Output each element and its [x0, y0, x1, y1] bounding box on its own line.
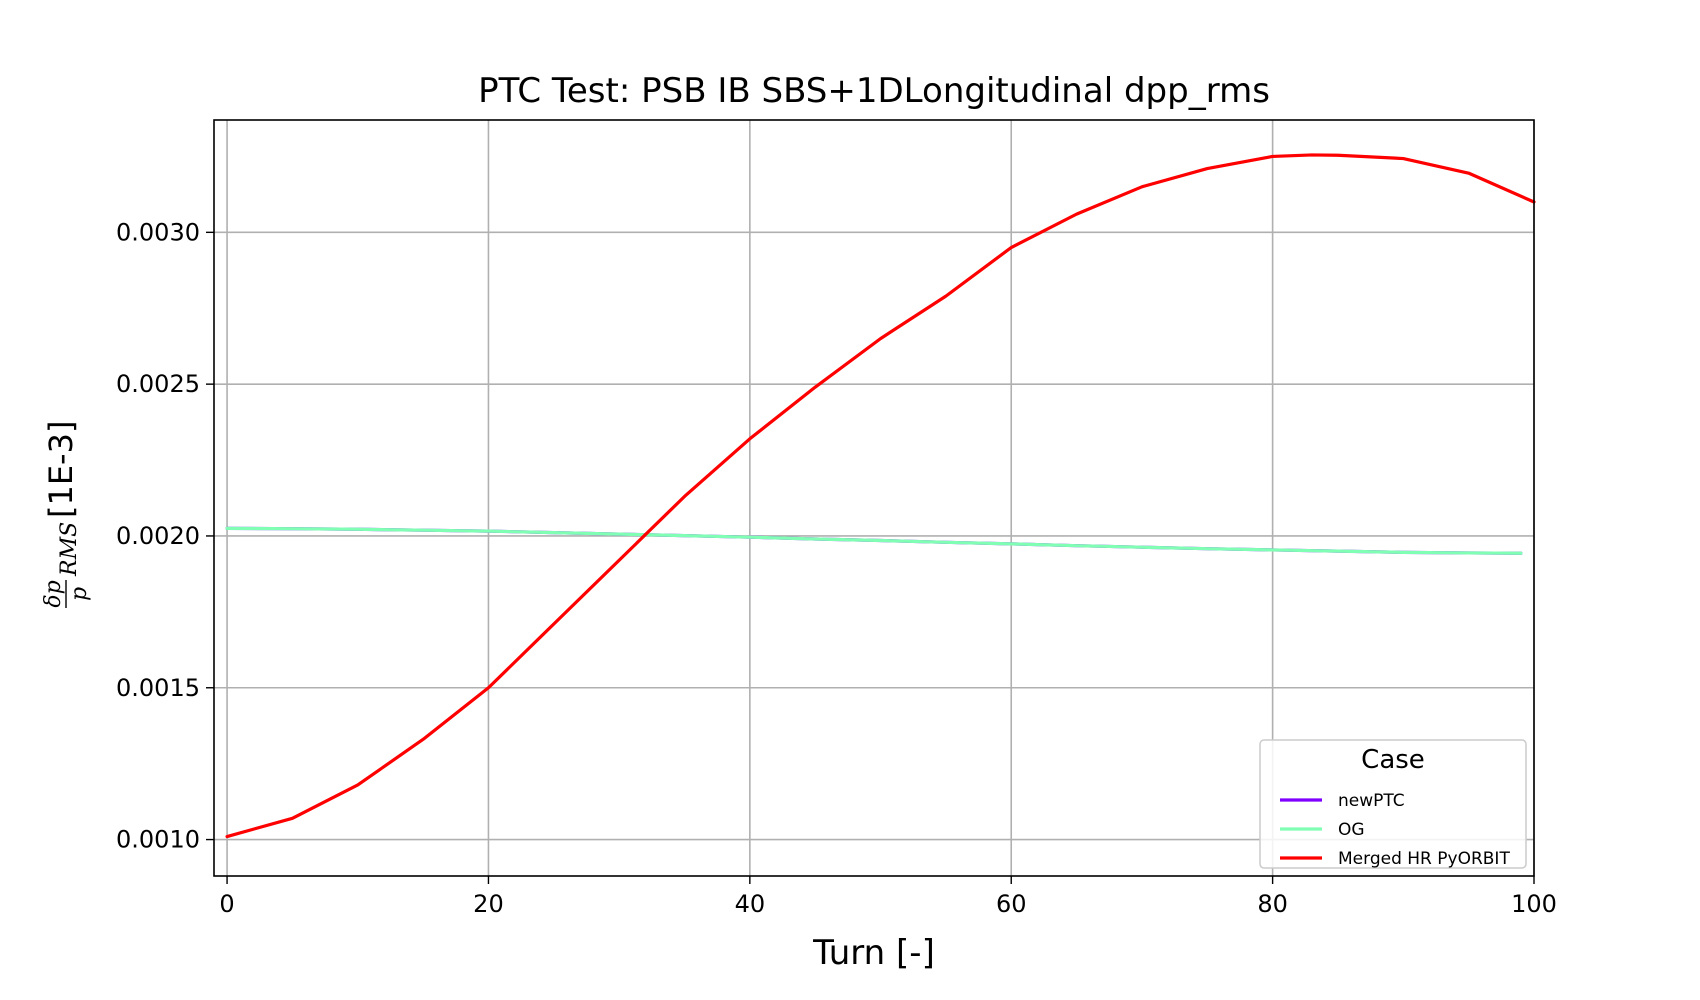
legend-label: OG — [1338, 820, 1365, 840]
y-axis-label-numerator: δp — [41, 580, 66, 607]
x-tick-label: 20 — [473, 890, 504, 918]
legend-box — [1259, 739, 1527, 869]
y-axis-label: δp p RMS [1E-3] — [41, 421, 92, 608]
x-tick-label: 100 — [1511, 890, 1557, 918]
legend-label: Merged HR PyORBIT — [1338, 849, 1510, 869]
x-tick-label: 80 — [1257, 890, 1288, 918]
series-layer — [225, 153, 1536, 839]
y-axis-label-unit: [1E-3] — [42, 421, 80, 518]
x-tick-label: 60 — [996, 890, 1027, 918]
y-axis-label-denominator: p — [67, 587, 92, 601]
x-axis-label: Turn [-] — [812, 933, 935, 973]
y-tick-label: 0.0010 — [116, 826, 200, 854]
y-tick-label: 0.0030 — [116, 218, 200, 246]
x-tick-label: 0 — [219, 890, 234, 918]
series-line-merged-hr-pyorbit — [225, 153, 1536, 839]
plot-frame — [213, 119, 1535, 877]
y-axis-label-subscript: RMS — [57, 522, 82, 577]
x-axis-ticks: 0 20 40 60 80 100 — [219, 876, 1557, 918]
legend-title: Case — [1361, 745, 1425, 775]
legend: Case newPTC OG Merged HR PyORBIT — [1259, 739, 1527, 869]
y-axis-ticks: 0.0010 0.0015 0.0020 0.0025 0.0030 — [116, 218, 214, 854]
y-tick-label: 0.0020 — [116, 522, 200, 550]
chart-title: PTC Test: PSB IB SBS+1DLongitudinal dpp_… — [478, 71, 1270, 111]
legend-items: newPTC OG Merged HR PyORBIT — [1280, 791, 1510, 869]
series-line-og — [225, 526, 1523, 555]
y-tick-label: 0.0025 — [116, 370, 200, 398]
legend-label: newPTC — [1338, 791, 1405, 811]
x-tick-label: 40 — [735, 890, 766, 918]
y-tick-label: 0.0015 — [116, 674, 200, 702]
